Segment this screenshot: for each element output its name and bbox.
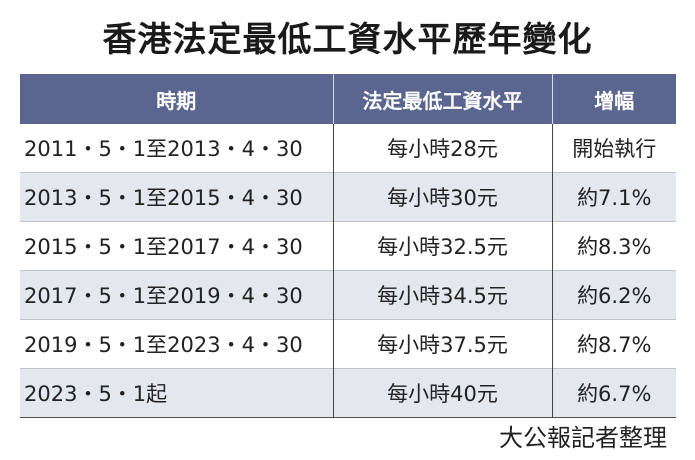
period-cell: 2013・5・1至2015・4・30 <box>20 172 334 222</box>
source-credit: 大公報記者整理 <box>499 424 667 452</box>
table-row: 2019・5・1至2023・4・30 每小時37.5元 約8.7% <box>20 319 676 369</box>
table-row: 2017・5・1至2019・4・30 每小時34.5元 約6.2% <box>20 270 676 320</box>
column-header: 法定最低工資水平 <box>333 74 553 124</box>
increase-cell: 開始執行 <box>572 137 657 161</box>
period-cell: 2011・5・1至2013・4・30 <box>20 124 334 173</box>
increase-cell: 約6.2% <box>552 270 676 320</box>
increase-cell: 約8.7% <box>577 333 652 357</box>
wage-cell: 每小時30元 <box>333 172 553 222</box>
period-cell: 2015・5・1至2017・4・30 <box>20 221 334 271</box>
wage-cell: 每小時28元 <box>333 124 553 173</box>
increase-cell: 約6.7% <box>552 368 676 418</box>
column-header: 增幅 <box>552 74 676 124</box>
table-row: 2015・5・1至2017・4・30 每小時32.5元 約8.3% <box>20 221 676 271</box>
increase-cell: 約8.3% <box>577 235 652 259</box>
period-cell: 2017・5・1至2019・4・30 <box>20 270 334 320</box>
column-header: 時期 <box>20 74 334 124</box>
wage-cell: 每小時40元 <box>333 368 553 418</box>
table-row: 2023・5・1起 每小時40元 約6.7% <box>20 368 676 418</box>
page-title: 香港法定最低工資水平歷年變化 <box>102 20 593 60</box>
minimum-wage-table: 時期 法定最低工資水平 增幅 2011・5・1至2013・4・30 每小時28元 開始執… <box>20 74 676 418</box>
increase-cell: 約7.1% <box>552 172 676 222</box>
wage-cell: 每小時34.5元 <box>333 270 553 320</box>
wage-cell: 每小時37.5元 <box>333 319 553 369</box>
period-cell: 2023・5・1起 <box>20 368 334 418</box>
period-cell: 2019・5・1至2023・4・30 <box>20 319 334 369</box>
table-header-row: 時期 法定最低工資水平 增幅 <box>20 74 676 124</box>
wage-cell: 每小時32.5元 <box>333 221 553 271</box>
table-row: 2011・5・1至2013・4・30 每小時28元 開始執行 <box>20 124 676 173</box>
table-row: 2013・5・1至2015・4・30 每小時30元 約7.1% <box>20 172 676 222</box>
